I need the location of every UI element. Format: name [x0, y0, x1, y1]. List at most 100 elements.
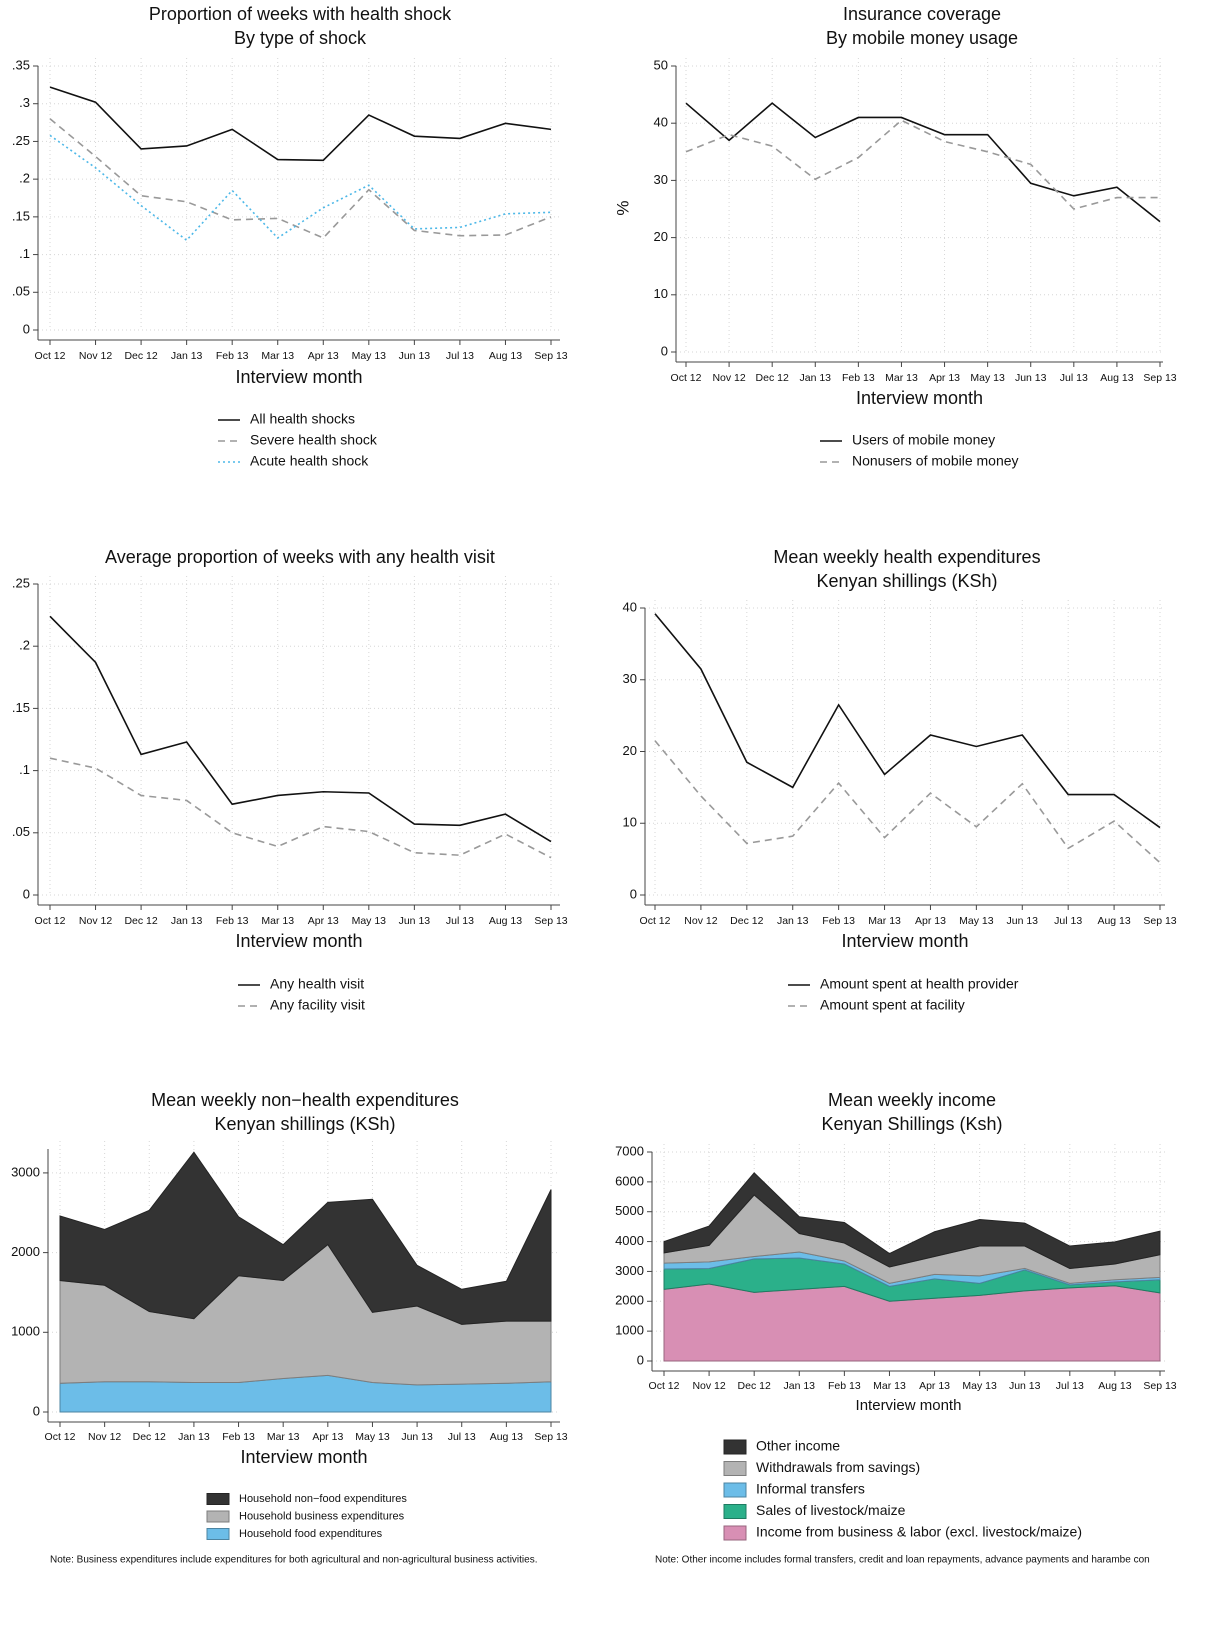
- legend-label: Acute health shock: [250, 453, 369, 469]
- x-tick-label: Jul 13: [1060, 372, 1088, 384]
- x-axis-label: Interview month: [240, 1447, 367, 1467]
- x-tick-label: Feb 13: [216, 915, 249, 927]
- x-tick-label: Oct 12: [649, 1380, 680, 1392]
- x-tick-label: Jun 13: [401, 1431, 433, 1443]
- x-tick-label: Aug 13: [1097, 915, 1130, 927]
- legend-label: Amount spent at health provider: [820, 976, 1019, 992]
- line-series: [49, 134, 552, 242]
- x-tick-label: Dec 12: [133, 1431, 166, 1443]
- chart-subtitle: Kenyan Shillings (Ksh): [821, 1114, 1002, 1134]
- x-tick-label: Jan 13: [171, 350, 203, 362]
- legend-swatch: [723, 1461, 747, 1476]
- y-tick-label: 40: [654, 115, 668, 130]
- x-axis-label: Interview month: [235, 367, 362, 387]
- y-tick-label: 2000: [11, 1244, 40, 1259]
- x-tick-label: Oct 12: [640, 915, 671, 927]
- y-tick-label: 3000: [615, 1263, 644, 1278]
- legend-label: Household business expenditures: [239, 1510, 405, 1522]
- x-tick-label: May 13: [962, 1380, 997, 1392]
- y-tick-label: .3: [19, 95, 30, 110]
- x-tick-label: Apr 13: [915, 915, 946, 927]
- chart-title: Insurance coverage: [843, 4, 1001, 24]
- y-tick-label: .2: [19, 638, 30, 653]
- x-tick-label: Feb 13: [822, 915, 855, 927]
- x-tick-label: Apr 13: [919, 1380, 950, 1392]
- x-tick-label: Feb 13: [216, 350, 249, 362]
- x-tick-label: Sep 13: [534, 350, 567, 362]
- x-tick-label: Nov 12: [88, 1431, 121, 1443]
- note: Note: Other income includes formal trans…: [655, 1555, 1150, 1566]
- x-axis-label: Interview month: [856, 388, 983, 408]
- y-tick-label: 7000: [615, 1143, 644, 1158]
- line-series: [49, 757, 552, 859]
- x-tick-label: Nov 12: [692, 1380, 725, 1392]
- x-tick-label: Dec 12: [730, 915, 763, 927]
- x-tick-label: Nov 12: [712, 372, 745, 384]
- y-tick-label: .35: [12, 57, 30, 72]
- y-tick-label: 0: [23, 321, 30, 336]
- x-tick-label: Oct 12: [35, 350, 66, 362]
- x-tick-label: May 13: [355, 1431, 390, 1443]
- legend-swatch: [723, 1482, 747, 1498]
- y-tick-label: 30: [623, 671, 637, 686]
- chart-subtitle: By type of shock: [234, 28, 367, 48]
- y-tick-label: 0: [661, 343, 668, 358]
- line-series: [49, 118, 552, 239]
- y-tick-label: 0: [23, 886, 30, 901]
- area-series: [59, 1151, 552, 1325]
- x-tick-label: Mar 13: [873, 1380, 906, 1392]
- legend-label: Amount spent at facility: [820, 997, 965, 1013]
- y-tick-label: 6000: [615, 1173, 644, 1188]
- x-tick-label: May 13: [352, 915, 387, 927]
- x-axis-label: Interview month: [841, 931, 968, 951]
- legend-swatch: [723, 1525, 747, 1541]
- legend-label: Household non−food expenditures: [239, 1493, 407, 1505]
- y-tick-label: .15: [12, 208, 30, 223]
- x-tick-label: Jul 13: [1056, 1380, 1084, 1392]
- x-tick-label: Feb 13: [828, 1380, 861, 1392]
- legend-swatch: [206, 1510, 230, 1523]
- y-tick-label: 4000: [615, 1233, 644, 1248]
- x-tick-label: Sep 13: [534, 915, 567, 927]
- legend-label: Withdrawals from savings): [756, 1459, 920, 1475]
- x-tick-label: Jun 13: [399, 350, 431, 362]
- y-tick-label: 10: [654, 286, 668, 301]
- x-tick-label: Mar 13: [267, 1431, 300, 1443]
- y-tick-label: .05: [12, 284, 30, 299]
- x-tick-label: Dec 12: [756, 372, 789, 384]
- x-tick-label: Dec 12: [124, 915, 157, 927]
- x-tick-label: Jun 13: [399, 915, 431, 927]
- area-series: [663, 1172, 1161, 1269]
- x-tick-label: Aug 13: [490, 1431, 523, 1443]
- y-tick-label: 0: [637, 1352, 644, 1367]
- x-tick-label: Nov 12: [79, 350, 112, 362]
- x-tick-label: Aug 13: [489, 350, 522, 362]
- legend-swatch: [723, 1439, 747, 1455]
- x-tick-label: Jul 13: [448, 1431, 476, 1443]
- x-tick-label: Mar 13: [868, 915, 901, 927]
- legend-label: Income from business & labor (excl. live…: [756, 1524, 1082, 1540]
- legend-label: Any health visit: [270, 976, 364, 992]
- y-tick-label: 30: [654, 172, 668, 187]
- x-tick-label: Nov 12: [684, 915, 717, 927]
- line-series: [685, 102, 1161, 223]
- x-tick-label: Nov 12: [79, 915, 112, 927]
- y-tick-label: 20: [623, 743, 637, 758]
- legend-swatch: [723, 1504, 747, 1519]
- x-tick-label: Dec 12: [738, 1380, 771, 1392]
- line-series: [654, 613, 1161, 829]
- y-tick-label: .2: [19, 171, 30, 186]
- x-tick-label: Jul 13: [1054, 915, 1082, 927]
- chart-title: Proportion of weeks with health shock: [149, 4, 452, 24]
- x-tick-label: May 13: [970, 372, 1005, 384]
- legend-label: Household food expenditures: [239, 1528, 383, 1540]
- x-tick-label: Jan 13: [800, 372, 832, 384]
- y-tick-label: 2000: [615, 1293, 644, 1308]
- x-tick-label: Apr 13: [312, 1431, 343, 1443]
- y-tick-label: 3000: [11, 1164, 40, 1179]
- x-tick-label: Oct 12: [671, 372, 702, 384]
- y-tick-label: .05: [12, 824, 30, 839]
- y-tick-label: 0: [33, 1403, 40, 1418]
